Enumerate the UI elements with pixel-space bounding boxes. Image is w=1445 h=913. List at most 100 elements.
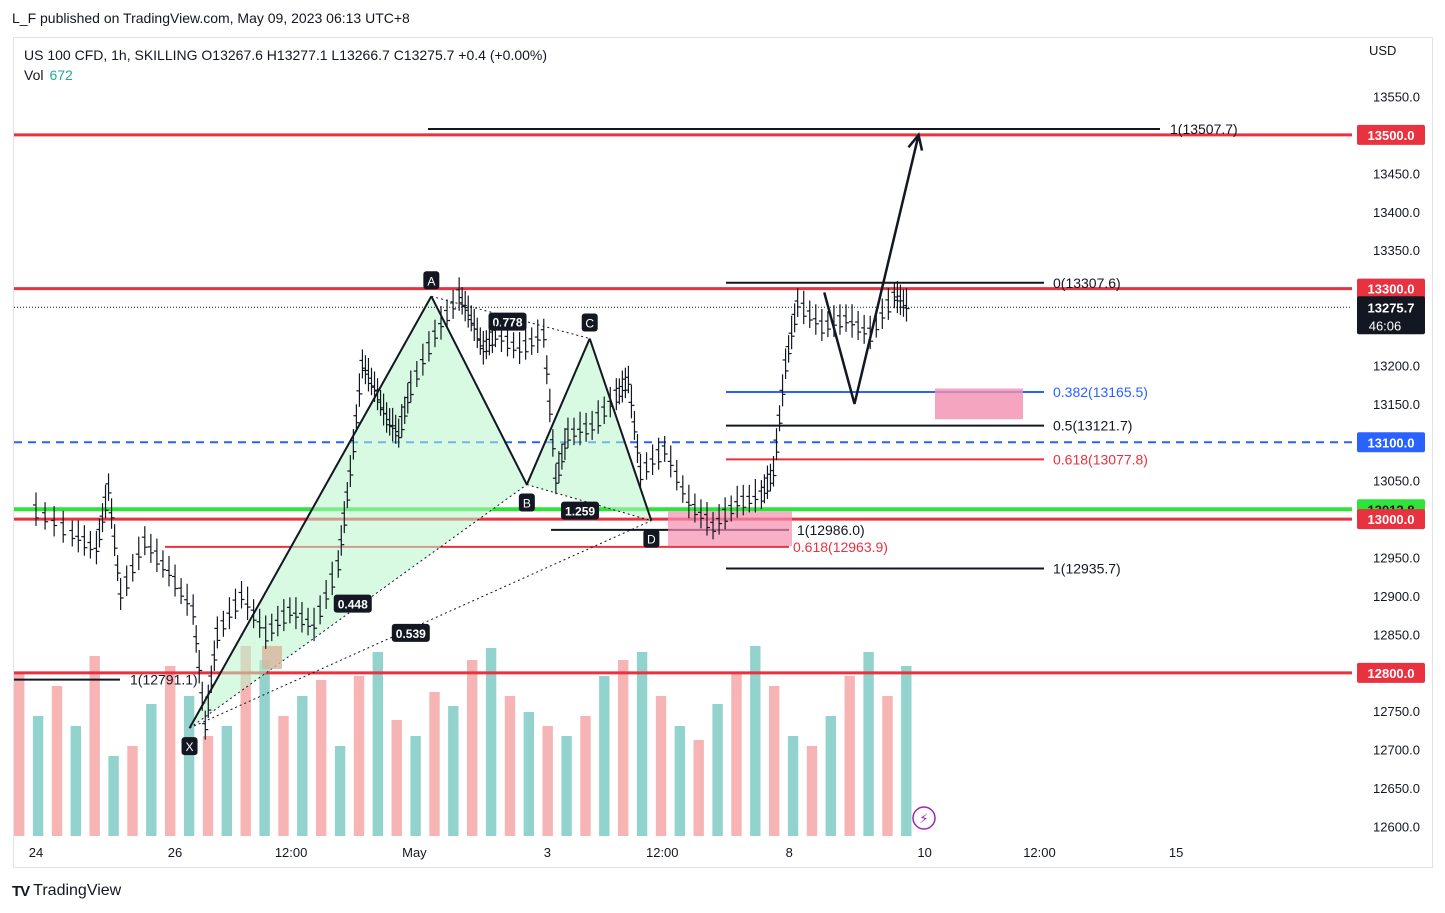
level-price-tag[interactable] [1357, 124, 1425, 145]
projection-arrowhead [907, 132, 924, 151]
volume-bar [127, 746, 138, 836]
volume-bar [750, 646, 761, 836]
price-tick-label: 13450.0 [1373, 166, 1420, 181]
projection-path [823, 132, 924, 405]
time-tick-label: 10 [917, 845, 931, 860]
level-price-tag[interactable] [1357, 509, 1425, 530]
ratio-badge[interactable] [488, 312, 527, 331]
price-tick-label: 12900.0 [1373, 589, 1420, 604]
volume-bar [618, 660, 629, 836]
ratio-label: 0.539 [396, 627, 426, 641]
countdown-timer: 46:06 [1369, 318, 1402, 333]
symbol-label: US 100 CFD, 1h, SKILLING [24, 47, 198, 63]
level-price-tag[interactable] [1357, 432, 1425, 453]
pattern-leg[interactable] [525, 338, 591, 485]
volume-value: 672 [49, 67, 73, 83]
level-price-tag-label: 13500.0 [1368, 128, 1415, 143]
pattern-point-label: B [523, 497, 531, 511]
horizontal-levels [14, 133, 1352, 675]
price-series [14, 277, 1352, 740]
publisher-header: L_F published on TradingView.com, May 09… [12, 10, 410, 26]
pattern-point-marker[interactable] [643, 529, 660, 548]
fib-level-label: 0.5(13121.7) [1053, 418, 1132, 434]
time-tick-label: 12:00 [1023, 845, 1056, 860]
volume-bar [108, 756, 119, 836]
time-tick-label: May [402, 845, 427, 860]
volume-bar [221, 726, 232, 836]
time-tick-label: 8 [786, 845, 793, 860]
fib-level-label: 0.382(13165.5) [1053, 384, 1148, 400]
volume-bar [259, 660, 270, 836]
price-axis: 12600.012650.012700.012750.012800.012850… [1373, 90, 1420, 835]
level-price-tag[interactable] [1357, 278, 1425, 299]
level-price-tag-label: 12800.0 [1368, 666, 1415, 681]
fib-level-label: 1(12791.1) [130, 672, 198, 688]
volume-bar [806, 746, 818, 836]
level-price-tag-label: 13000.0 [1368, 512, 1415, 527]
volume-bar [712, 704, 723, 836]
ratio-label: 1.259 [565, 505, 595, 519]
target-box [935, 388, 1023, 420]
pattern-diagonal [189, 520, 652, 729]
price-tick-label: 13400.0 [1373, 205, 1420, 220]
volume-bar [165, 666, 176, 836]
volume-bar [372, 652, 383, 836]
ratio-badge[interactable] [561, 501, 600, 520]
pattern-point-marker[interactable] [581, 313, 598, 332]
time-tick-label: 24 [29, 845, 43, 860]
pattern-point-label: C [585, 317, 594, 331]
time-tick-label: 12:00 [275, 845, 308, 860]
lightning-icon[interactable]: ⚡ [912, 806, 936, 830]
pattern-diagonal [189, 484, 528, 729]
pattern-point-marker[interactable] [181, 737, 198, 756]
volume-bar [523, 712, 534, 836]
volume-bar [825, 716, 836, 836]
pattern-diagonal [526, 484, 652, 522]
price-tags: 13500.013300.013100.013012.813000.012800… [1357, 124, 1425, 683]
ratio-badge[interactable] [333, 594, 372, 613]
chart-frame[interactable] [13, 37, 1433, 868]
time-tick-label: 3 [544, 845, 551, 860]
brand-name: TradingView [33, 882, 122, 899]
pattern-point-label: A [427, 274, 435, 288]
price-tick-label: 12750.0 [1373, 704, 1420, 719]
ratio-badge[interactable] [391, 623, 430, 642]
projection-line[interactable] [823, 134, 920, 405]
fib-level-label: 1(12935.7) [1053, 561, 1121, 577]
volume-bar [353, 676, 365, 836]
volume-bar [32, 716, 44, 836]
time-axis: 24 26 12:00 May 3 12:00 8 10 12:00 15 [29, 845, 1184, 860]
level-price-tag[interactable] [1357, 662, 1425, 683]
volume-bar [297, 696, 308, 836]
time-tick-label: 15 [1169, 845, 1183, 860]
current-price-tag[interactable] [1357, 296, 1425, 335]
tradingview-footer[interactable]: TV TradingView [12, 882, 121, 900]
volume-bar [693, 740, 704, 836]
volume-bar [448, 706, 459, 836]
volume-bar [674, 726, 685, 836]
fib-level-label: 0.618(12963.9) [793, 539, 888, 555]
price-tick-label: 12650.0 [1373, 781, 1420, 796]
volume-bar [391, 720, 402, 836]
pattern-point-marker[interactable] [423, 271, 440, 290]
volume-bar [580, 716, 591, 836]
pattern-leg[interactable] [188, 295, 433, 729]
price-tick-label: 12600.0 [1373, 820, 1420, 835]
level-price-tag-label: 13300.0 [1368, 282, 1415, 297]
volume-bar [901, 666, 912, 836]
d-zone-box [668, 511, 792, 547]
volume-bar [316, 680, 327, 836]
fib-level-label: 1(13507.7) [1170, 121, 1238, 137]
pattern-leg[interactable] [588, 338, 653, 521]
volume-bar [863, 652, 874, 836]
volume-bar [202, 736, 214, 836]
ratio-label: 0.448 [338, 598, 368, 612]
volume-bar [485, 648, 497, 836]
pattern-point-marker[interactable] [518, 493, 535, 512]
volume-bar [146, 704, 157, 836]
volume-bar [240, 646, 251, 836]
currency-label[interactable]: USD [1369, 43, 1397, 58]
price-tick-label: 13350.0 [1373, 243, 1420, 258]
pattern-triangle-xab [189, 296, 527, 729]
